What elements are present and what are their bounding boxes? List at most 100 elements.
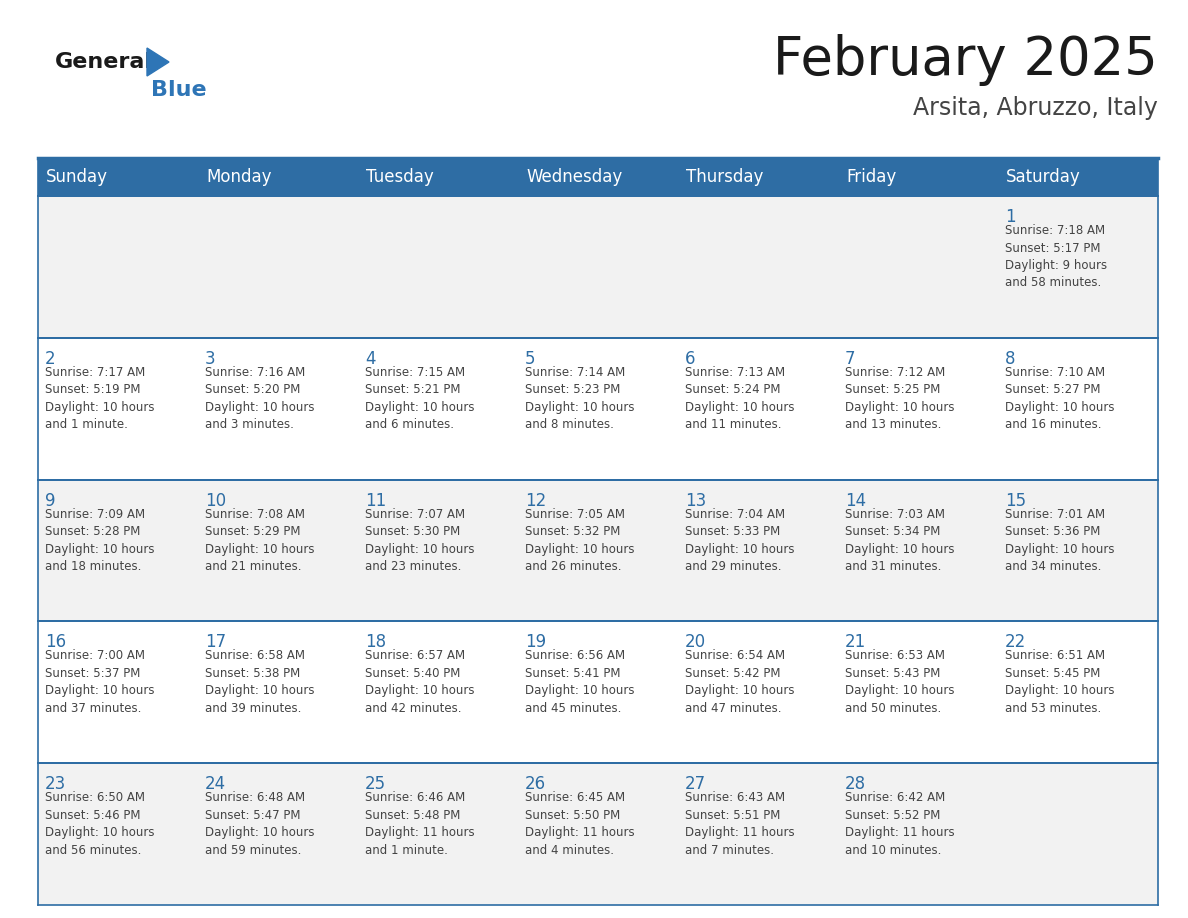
- Text: 11: 11: [365, 492, 386, 509]
- Text: 7: 7: [845, 350, 855, 368]
- Text: Sunrise: 7:18 AM
Sunset: 5:17 PM
Daylight: 9 hours
and 58 minutes.: Sunrise: 7:18 AM Sunset: 5:17 PM Dayligh…: [1005, 224, 1107, 289]
- Bar: [998, 763, 1158, 905]
- Bar: [38, 196, 198, 338]
- Text: 8: 8: [1005, 350, 1016, 368]
- Text: 21: 21: [845, 633, 866, 652]
- Text: Sunrise: 6:56 AM
Sunset: 5:41 PM
Daylight: 10 hours
and 45 minutes.: Sunrise: 6:56 AM Sunset: 5:41 PM Dayligh…: [525, 649, 634, 715]
- Text: 4: 4: [365, 350, 375, 368]
- Text: Sunrise: 7:07 AM
Sunset: 5:30 PM
Daylight: 10 hours
and 23 minutes.: Sunrise: 7:07 AM Sunset: 5:30 PM Dayligh…: [365, 508, 474, 573]
- Text: 16: 16: [45, 633, 67, 652]
- Bar: [518, 763, 678, 905]
- Bar: [678, 196, 838, 338]
- Bar: [38, 621, 198, 763]
- Text: Sunrise: 7:12 AM
Sunset: 5:25 PM
Daylight: 10 hours
and 13 minutes.: Sunrise: 7:12 AM Sunset: 5:25 PM Dayligh…: [845, 365, 954, 431]
- Text: Thursday: Thursday: [685, 168, 764, 186]
- Bar: [998, 158, 1158, 196]
- Bar: [38, 479, 198, 621]
- Bar: [678, 158, 838, 196]
- Bar: [38, 763, 198, 905]
- Text: 18: 18: [365, 633, 386, 652]
- Bar: [198, 763, 358, 905]
- Text: Arsita, Abruzzo, Italy: Arsita, Abruzzo, Italy: [914, 96, 1158, 120]
- Text: Sunrise: 7:13 AM
Sunset: 5:24 PM
Daylight: 10 hours
and 11 minutes.: Sunrise: 7:13 AM Sunset: 5:24 PM Dayligh…: [685, 365, 795, 431]
- Text: 22: 22: [1005, 633, 1026, 652]
- Text: Sunrise: 6:48 AM
Sunset: 5:47 PM
Daylight: 10 hours
and 59 minutes.: Sunrise: 6:48 AM Sunset: 5:47 PM Dayligh…: [206, 791, 315, 856]
- Text: General: General: [55, 52, 153, 72]
- Text: Sunrise: 6:53 AM
Sunset: 5:43 PM
Daylight: 10 hours
and 50 minutes.: Sunrise: 6:53 AM Sunset: 5:43 PM Dayligh…: [845, 649, 954, 715]
- Bar: [518, 479, 678, 621]
- Bar: [38, 338, 198, 479]
- Text: Sunrise: 6:51 AM
Sunset: 5:45 PM
Daylight: 10 hours
and 53 minutes.: Sunrise: 6:51 AM Sunset: 5:45 PM Dayligh…: [1005, 649, 1114, 715]
- Text: Sunrise: 7:04 AM
Sunset: 5:33 PM
Daylight: 10 hours
and 29 minutes.: Sunrise: 7:04 AM Sunset: 5:33 PM Dayligh…: [685, 508, 795, 573]
- Bar: [38, 158, 198, 196]
- Text: 14: 14: [845, 492, 866, 509]
- Text: 26: 26: [525, 775, 546, 793]
- Text: Blue: Blue: [151, 80, 207, 100]
- Text: 9: 9: [45, 492, 56, 509]
- Text: 3: 3: [206, 350, 216, 368]
- Bar: [838, 621, 998, 763]
- Text: 13: 13: [685, 492, 706, 509]
- Bar: [838, 338, 998, 479]
- Bar: [998, 196, 1158, 338]
- Text: 10: 10: [206, 492, 226, 509]
- Bar: [838, 158, 998, 196]
- Bar: [358, 196, 518, 338]
- Text: Saturday: Saturday: [1006, 168, 1081, 186]
- Text: Sunrise: 7:00 AM
Sunset: 5:37 PM
Daylight: 10 hours
and 37 minutes.: Sunrise: 7:00 AM Sunset: 5:37 PM Dayligh…: [45, 649, 154, 715]
- Text: 12: 12: [525, 492, 546, 509]
- Bar: [358, 479, 518, 621]
- Bar: [518, 338, 678, 479]
- Text: Monday: Monday: [206, 168, 272, 186]
- Bar: [518, 196, 678, 338]
- Text: Sunrise: 6:54 AM
Sunset: 5:42 PM
Daylight: 10 hours
and 47 minutes.: Sunrise: 6:54 AM Sunset: 5:42 PM Dayligh…: [685, 649, 795, 715]
- Bar: [678, 479, 838, 621]
- Text: 2: 2: [45, 350, 56, 368]
- Text: Friday: Friday: [846, 168, 896, 186]
- Text: Sunrise: 6:58 AM
Sunset: 5:38 PM
Daylight: 10 hours
and 39 minutes.: Sunrise: 6:58 AM Sunset: 5:38 PM Dayligh…: [206, 649, 315, 715]
- Text: Sunrise: 6:50 AM
Sunset: 5:46 PM
Daylight: 10 hours
and 56 minutes.: Sunrise: 6:50 AM Sunset: 5:46 PM Dayligh…: [45, 791, 154, 856]
- Text: 6: 6: [685, 350, 695, 368]
- Text: 5: 5: [525, 350, 536, 368]
- Bar: [198, 338, 358, 479]
- Bar: [678, 763, 838, 905]
- Bar: [358, 158, 518, 196]
- Text: Wednesday: Wednesday: [526, 168, 623, 186]
- Text: 19: 19: [525, 633, 546, 652]
- Bar: [998, 621, 1158, 763]
- Text: 24: 24: [206, 775, 226, 793]
- Text: 23: 23: [45, 775, 67, 793]
- Text: 25: 25: [365, 775, 386, 793]
- Bar: [198, 196, 358, 338]
- Bar: [518, 621, 678, 763]
- Text: Sunrise: 7:14 AM
Sunset: 5:23 PM
Daylight: 10 hours
and 8 minutes.: Sunrise: 7:14 AM Sunset: 5:23 PM Dayligh…: [525, 365, 634, 431]
- Polygon shape: [147, 48, 169, 76]
- Bar: [358, 763, 518, 905]
- Bar: [678, 621, 838, 763]
- Bar: [838, 763, 998, 905]
- Text: 28: 28: [845, 775, 866, 793]
- Bar: [838, 196, 998, 338]
- Text: 17: 17: [206, 633, 226, 652]
- Text: Sunrise: 6:43 AM
Sunset: 5:51 PM
Daylight: 11 hours
and 7 minutes.: Sunrise: 6:43 AM Sunset: 5:51 PM Dayligh…: [685, 791, 795, 856]
- Bar: [998, 479, 1158, 621]
- Text: Sunrise: 6:57 AM
Sunset: 5:40 PM
Daylight: 10 hours
and 42 minutes.: Sunrise: 6:57 AM Sunset: 5:40 PM Dayligh…: [365, 649, 474, 715]
- Bar: [198, 621, 358, 763]
- Bar: [998, 338, 1158, 479]
- Text: Sunday: Sunday: [46, 168, 108, 186]
- Text: Sunrise: 7:03 AM
Sunset: 5:34 PM
Daylight: 10 hours
and 31 minutes.: Sunrise: 7:03 AM Sunset: 5:34 PM Dayligh…: [845, 508, 954, 573]
- Bar: [838, 479, 998, 621]
- Text: February 2025: February 2025: [773, 34, 1158, 86]
- Bar: [198, 479, 358, 621]
- Text: Sunrise: 7:08 AM
Sunset: 5:29 PM
Daylight: 10 hours
and 21 minutes.: Sunrise: 7:08 AM Sunset: 5:29 PM Dayligh…: [206, 508, 315, 573]
- Bar: [678, 338, 838, 479]
- Text: Sunrise: 7:01 AM
Sunset: 5:36 PM
Daylight: 10 hours
and 34 minutes.: Sunrise: 7:01 AM Sunset: 5:36 PM Dayligh…: [1005, 508, 1114, 573]
- Text: Sunrise: 7:16 AM
Sunset: 5:20 PM
Daylight: 10 hours
and 3 minutes.: Sunrise: 7:16 AM Sunset: 5:20 PM Dayligh…: [206, 365, 315, 431]
- Text: Sunrise: 6:45 AM
Sunset: 5:50 PM
Daylight: 11 hours
and 4 minutes.: Sunrise: 6:45 AM Sunset: 5:50 PM Dayligh…: [525, 791, 634, 856]
- Text: Sunrise: 7:05 AM
Sunset: 5:32 PM
Daylight: 10 hours
and 26 minutes.: Sunrise: 7:05 AM Sunset: 5:32 PM Dayligh…: [525, 508, 634, 573]
- Text: Sunrise: 7:17 AM
Sunset: 5:19 PM
Daylight: 10 hours
and 1 minute.: Sunrise: 7:17 AM Sunset: 5:19 PM Dayligh…: [45, 365, 154, 431]
- Text: Sunrise: 6:42 AM
Sunset: 5:52 PM
Daylight: 11 hours
and 10 minutes.: Sunrise: 6:42 AM Sunset: 5:52 PM Dayligh…: [845, 791, 955, 856]
- Bar: [518, 158, 678, 196]
- Text: 15: 15: [1005, 492, 1026, 509]
- Text: Sunrise: 7:15 AM
Sunset: 5:21 PM
Daylight: 10 hours
and 6 minutes.: Sunrise: 7:15 AM Sunset: 5:21 PM Dayligh…: [365, 365, 474, 431]
